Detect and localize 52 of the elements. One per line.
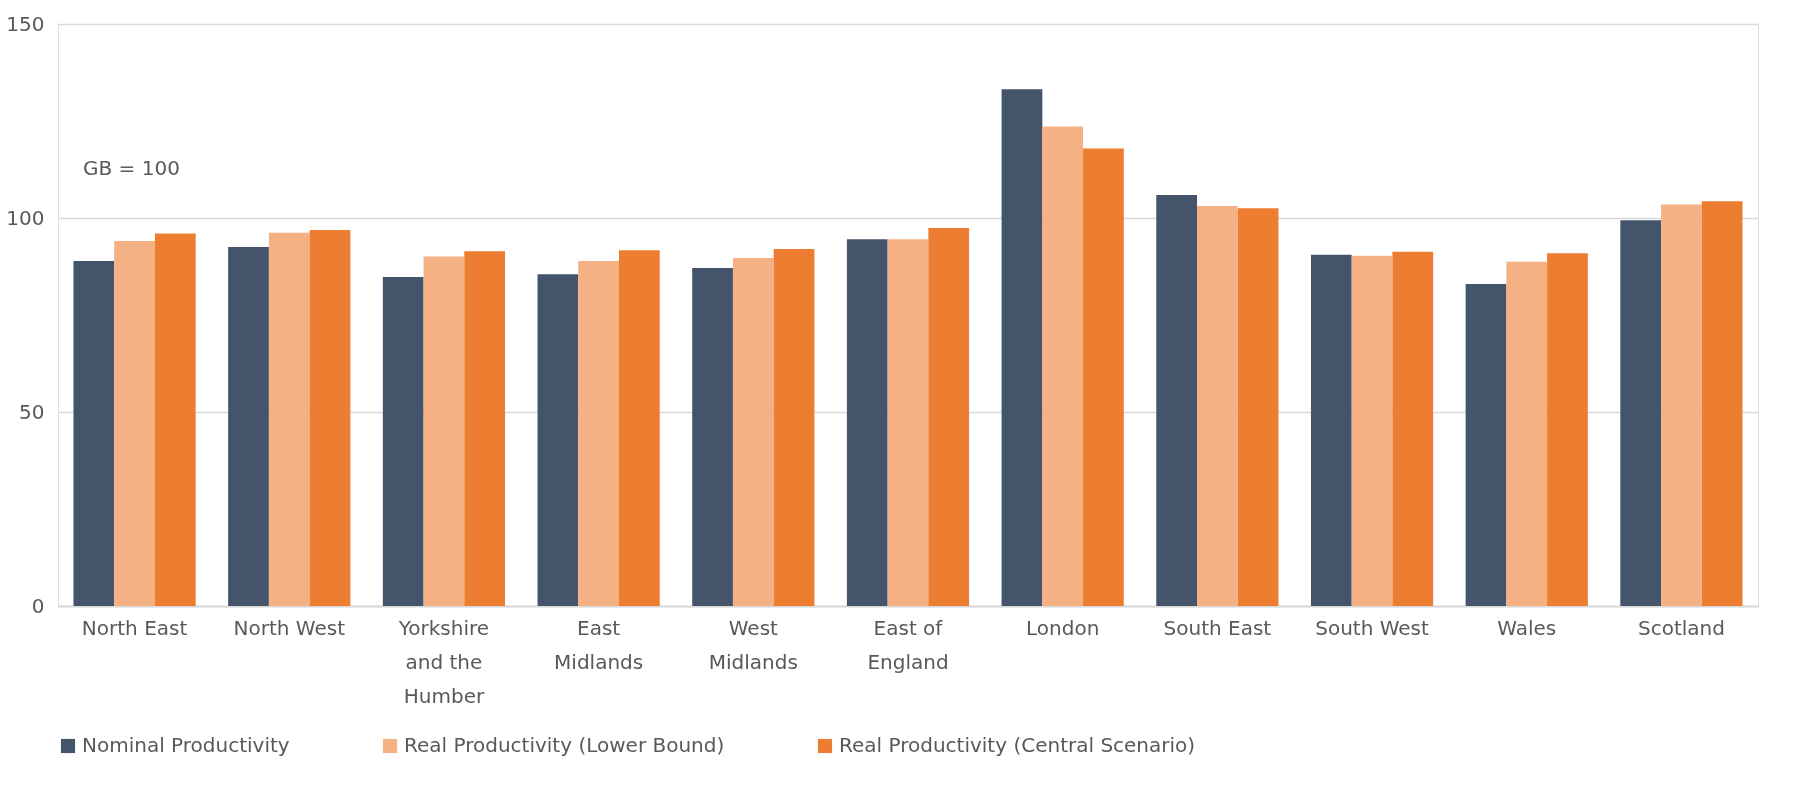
x-tick-label: Scotland (1637, 615, 1725, 640)
x-tick-label: London (1026, 615, 1100, 640)
bar (928, 228, 970, 606)
bar (1547, 253, 1588, 606)
legend-label: Nominal Productivity (82, 733, 290, 757)
bar (1661, 204, 1702, 606)
bar (114, 240, 155, 606)
bar (1156, 195, 1198, 606)
bar (464, 251, 506, 606)
bar (1506, 261, 1548, 606)
x-tick-label: East Midlands (554, 615, 644, 674)
x-tick-label: Yorkshire and the Humber (397, 615, 490, 708)
bar (1310, 254, 1352, 606)
bar (1392, 251, 1434, 606)
y-tick-label: 100 (6, 205, 45, 230)
bar (846, 239, 888, 606)
legend-label: Real Productivity (Central Scenario) (839, 733, 1196, 757)
bar (773, 249, 815, 606)
bar (1237, 208, 1279, 606)
bar (1351, 255, 1393, 606)
bar (1465, 283, 1507, 606)
bar (382, 276, 424, 606)
bar (537, 274, 579, 606)
bar (887, 239, 929, 606)
bar (1197, 205, 1238, 606)
bar (1083, 148, 1124, 606)
bar (578, 261, 619, 606)
bar (1701, 201, 1743, 606)
bar (268, 232, 310, 606)
x-tick-label: South West (1315, 615, 1430, 640)
y-tick-label: 50 (19, 399, 45, 424)
bar (732, 257, 774, 606)
bar (1620, 220, 1662, 606)
bar (692, 268, 733, 606)
x-tick-label: East of England (867, 615, 949, 674)
bar (154, 233, 196, 606)
x-tick-label: Wales (1497, 615, 1557, 640)
y-tick-label: 150 (6, 11, 45, 36)
x-tick-label: North East (81, 615, 188, 640)
bar (1001, 89, 1043, 606)
bar (228, 247, 269, 606)
bar (73, 261, 115, 606)
x-tick-label: West Midlands (708, 615, 798, 674)
legend-label: Real Productivity (Lower Bound) (404, 733, 725, 757)
bar (1042, 126, 1084, 606)
bar (423, 256, 465, 606)
x-tick-label: South East (1163, 615, 1272, 640)
x-tick-label: North West (233, 615, 346, 640)
annotation: GB = 100 (83, 156, 180, 180)
bar (618, 250, 660, 606)
y-tick-label: 0 (31, 593, 45, 618)
bar (309, 230, 351, 606)
